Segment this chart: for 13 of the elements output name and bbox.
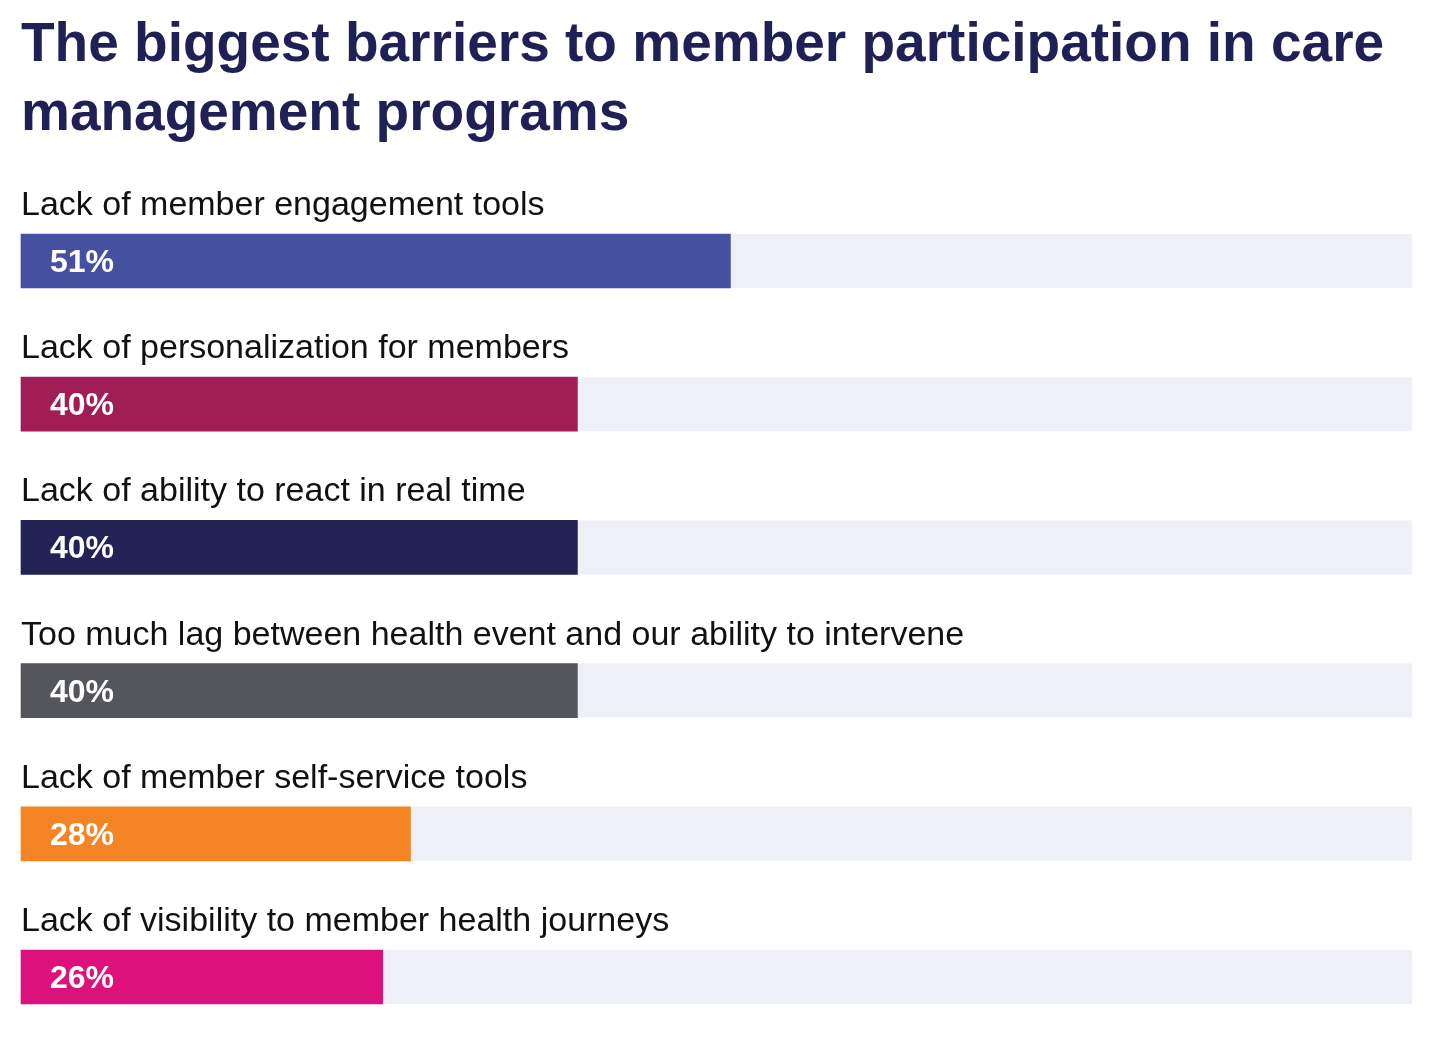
data-label: 51% <box>50 243 115 279</box>
data-label: 28% <box>50 815 115 852</box>
y-tick-label: Lack of member engagement tools <box>21 184 545 222</box>
y-tick-label: Lack of ability to react in real time <box>21 470 526 509</box>
y-tick-label: Lack of visibility to member health journeys <box>21 900 670 938</box>
y-tick-label: Too much lag between health event and our ability to intervene <box>21 613 965 652</box>
data-label: 40% <box>50 386 115 423</box>
data-label: 26% <box>50 959 115 995</box>
y-tick-label: Lack of member self-service tools <box>21 756 528 795</box>
y-tick-label: Lack of personalization for members <box>21 327 570 366</box>
data-label: 40% <box>50 672 115 709</box>
data-label: 40% <box>50 529 115 566</box>
chart-title: The biggest barriers to member participation in care management programs <box>21 10 1386 144</box>
